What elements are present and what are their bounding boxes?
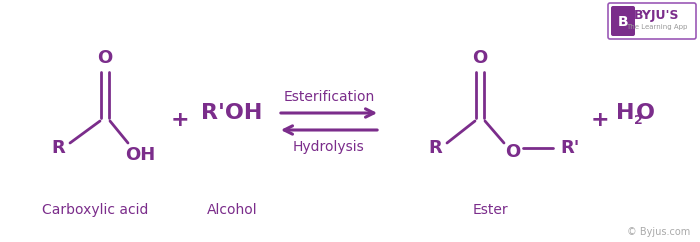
Text: © Byjus.com: © Byjus.com [626, 227, 690, 237]
Text: R': R' [560, 139, 580, 157]
Text: Carboxylic acid: Carboxylic acid [42, 203, 148, 217]
FancyBboxPatch shape [611, 6, 635, 36]
Text: O: O [473, 49, 488, 67]
Text: +: + [171, 110, 189, 130]
Text: Hydrolysis: Hydrolysis [293, 140, 365, 154]
Text: BYJU'S: BYJU'S [634, 9, 680, 23]
Text: OH: OH [125, 146, 155, 164]
FancyBboxPatch shape [608, 3, 696, 39]
Text: O: O [97, 49, 113, 67]
Text: 2: 2 [634, 114, 643, 128]
Text: B: B [617, 15, 629, 29]
Text: +: + [591, 110, 609, 130]
Text: H: H [616, 103, 634, 123]
Text: Alcohol: Alcohol [206, 203, 258, 217]
Text: R: R [428, 139, 442, 157]
Text: Ester: Ester [473, 203, 508, 217]
Text: The Learning App: The Learning App [626, 24, 687, 30]
Text: O: O [505, 143, 521, 161]
Text: O: O [636, 103, 654, 123]
Text: R: R [51, 139, 65, 157]
Text: R'OH: R'OH [202, 103, 262, 123]
Text: Esterification: Esterification [284, 90, 374, 104]
